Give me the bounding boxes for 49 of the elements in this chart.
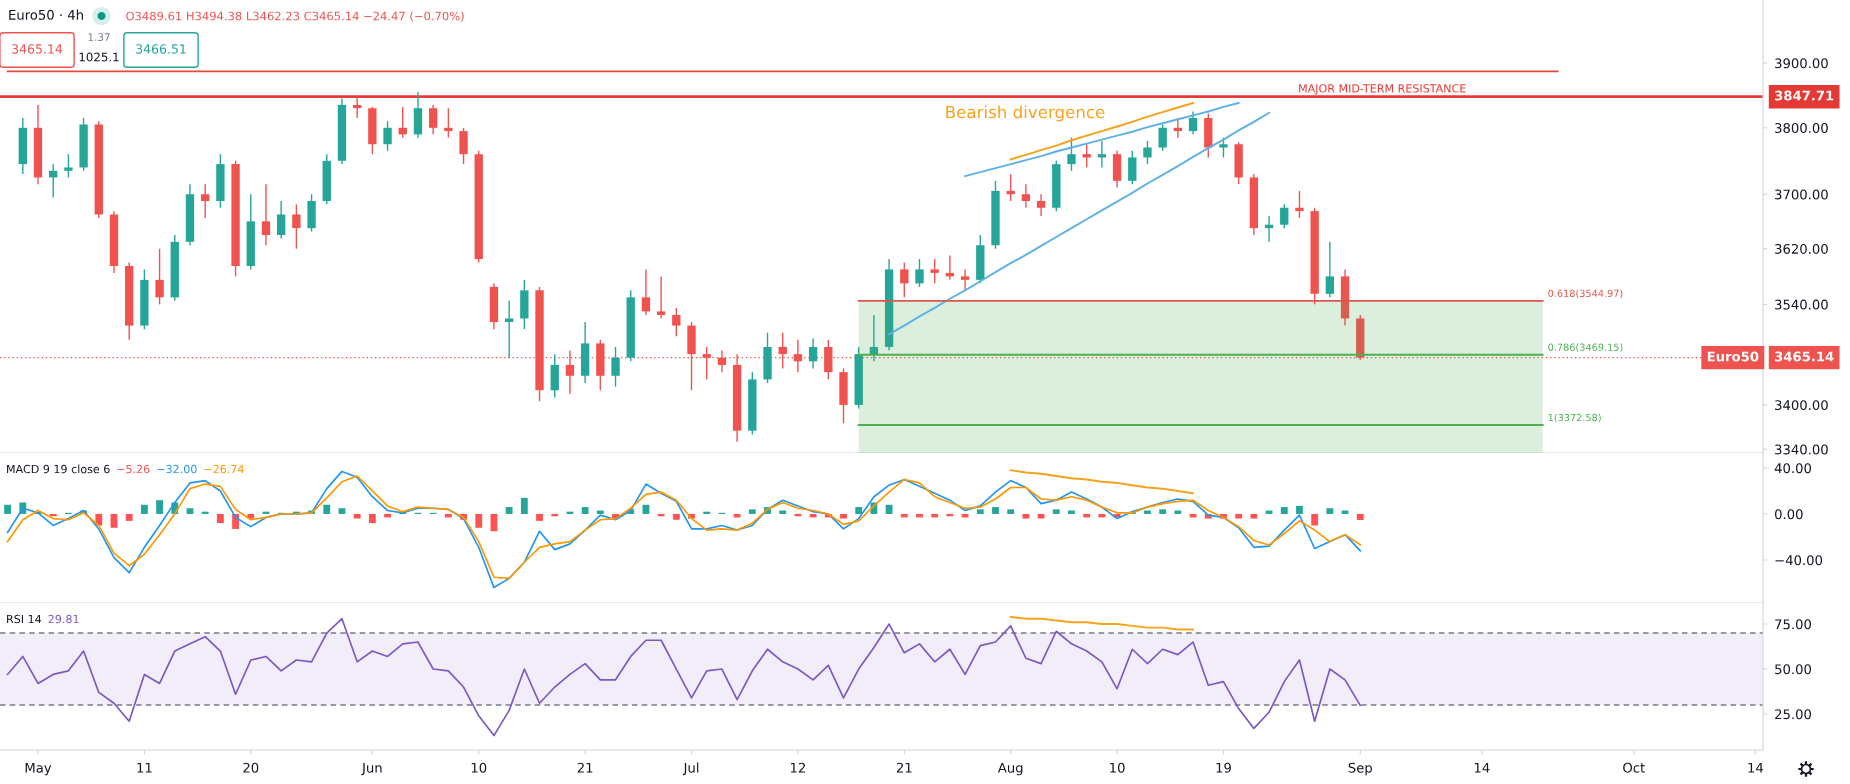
y-tick-label: 3900.00 bbox=[1775, 58, 1828, 69]
annotation: −32.00 bbox=[157, 464, 197, 474]
y-tick-label: 3847.71 bbox=[1774, 90, 1834, 101]
y-tick-label: 75.00 bbox=[1775, 619, 1812, 630]
y-tick-label: 3340.00 bbox=[1775, 444, 1828, 455]
x-tick-label: Aug bbox=[997, 762, 1023, 776]
y-tick-label: 3700.00 bbox=[1775, 189, 1828, 200]
y-tick-label: 0.00 bbox=[1774, 509, 1803, 520]
x-tick-label: 19 bbox=[1216, 762, 1231, 773]
x-tick-label: 21 bbox=[896, 762, 912, 773]
annotation: −5.26 bbox=[117, 464, 150, 474]
x-tick-label: Jun bbox=[361, 762, 382, 776]
series-label: 0.618(3544.97) bbox=[1548, 289, 1623, 299]
y-tick-label: 3620.00 bbox=[1775, 243, 1828, 254]
x-tick-label: Oct bbox=[1623, 762, 1645, 773]
text: O3489.61 H3494.38 L3462.23 C3465.14 −24.47 (−0.70%) bbox=[126, 11, 464, 22]
x-tick-label: 12 bbox=[790, 762, 805, 773]
x-tick-label: 14 bbox=[1474, 762, 1490, 773]
y-tick-label: 3465.14 bbox=[1774, 351, 1834, 362]
series-label: 1(3372.58) bbox=[1548, 413, 1601, 423]
annotation: 29.81 bbox=[48, 614, 79, 624]
annotation: −26.74 bbox=[204, 464, 244, 474]
text: MACD 9 19 close 6 bbox=[7, 464, 110, 474]
ref-line-label: MAJOR MID-TERM RESISTANCE bbox=[1299, 84, 1466, 95]
series-label: Bearish divergence bbox=[946, 105, 1105, 122]
x-tick-label: Jul bbox=[682, 762, 699, 776]
x-tick-label: 11 bbox=[137, 762, 152, 773]
x-tick-label: 14 bbox=[1748, 762, 1764, 773]
y-tick-label: 40.00 bbox=[1774, 463, 1812, 474]
y-tick-label: 3400.00 bbox=[1775, 400, 1828, 411]
annotation: 3465.14 bbox=[12, 44, 63, 54]
x-tick-label: 10 bbox=[471, 762, 487, 773]
x-tick-label: 20 bbox=[243, 762, 259, 773]
series-label: 0.786(3469.15) bbox=[1548, 343, 1623, 353]
x-tick-label: 21 bbox=[577, 762, 593, 773]
annotation: 3466.51 bbox=[136, 44, 186, 54]
y-tick-label: 25.00 bbox=[1775, 709, 1812, 720]
y-tick-label: 50.00 bbox=[1775, 664, 1812, 675]
x-tick-label: 10 bbox=[1110, 762, 1125, 773]
x-tick-label: May bbox=[25, 762, 52, 776]
y-tick-label: 3540.00 bbox=[1775, 299, 1828, 310]
y-tick-label: 3800.00 bbox=[1775, 123, 1828, 133]
text: RSI 14 bbox=[7, 614, 42, 624]
text: Euro50 · 4h bbox=[9, 9, 83, 20]
ref-line-label: Euro50 bbox=[1707, 351, 1759, 362]
x-tick-label: Sep bbox=[1348, 762, 1372, 776]
annotation: 1.37 bbox=[88, 33, 110, 42]
annotation: 1025.1 bbox=[79, 52, 119, 62]
y-tick-label: −40.00 bbox=[1775, 555, 1823, 566]
